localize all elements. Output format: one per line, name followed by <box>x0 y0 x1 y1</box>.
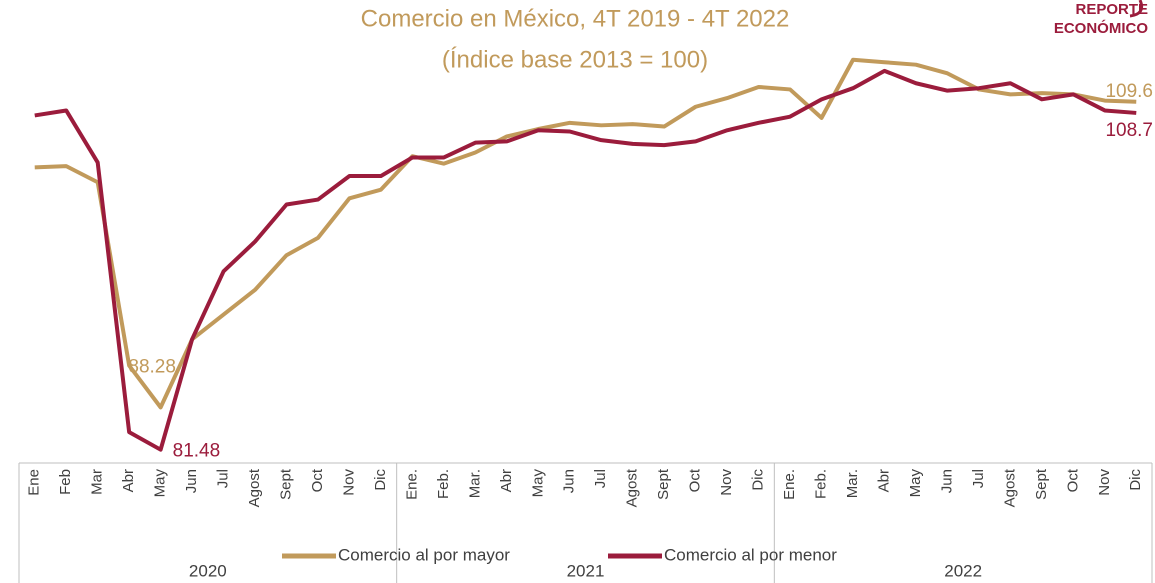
group-label: 2020 <box>189 561 227 580</box>
x-tick-label: Mar. <box>466 469 483 498</box>
x-tick-label: Feb. <box>813 469 830 499</box>
x-tick-label: Abr <box>875 469 892 492</box>
series-line <box>34 57 1137 410</box>
series-line <box>34 68 1137 452</box>
x-tick-label: Jul <box>970 469 987 488</box>
chart-title: Comercio en México, 4T 2019 - 4T 2022 <box>361 5 790 32</box>
x-tick-label: Mar. <box>844 469 861 498</box>
x-tick-label: Jul <box>215 469 232 488</box>
x-tick-label: Nov <box>718 469 735 496</box>
x-tick-label: Abr <box>120 469 137 492</box>
chart-subtitle: (Índice base 2013 = 100) <box>442 46 708 73</box>
value-label: 109.6 <box>1105 81 1153 102</box>
x-tick-label: Jul <box>592 469 609 488</box>
x-tick-label: Oct <box>309 468 326 492</box>
logo-text: ECONÓMICO <box>1054 19 1149 37</box>
logo-text: REPORTE <box>1075 1 1148 18</box>
x-tick-label: Nov <box>1096 469 1113 496</box>
group-label: 2021 <box>567 561 605 580</box>
x-tick-label: Ene <box>26 469 43 496</box>
x-tick-label: Nov <box>340 469 357 496</box>
value-label: 88.28 <box>128 357 176 378</box>
legend-label: Comercio al por menor <box>664 545 837 564</box>
x-tick-label: Sept <box>1033 468 1050 500</box>
x-tick-label: May <box>529 469 546 498</box>
x-tick-label: Ene. <box>781 469 798 500</box>
x-tick-label: Jun <box>561 469 578 493</box>
x-tick-label: Feb. <box>435 469 452 499</box>
x-tick-label: Jun <box>938 469 955 493</box>
logo-mark <box>1129 0 1144 18</box>
x-tick-label: Oct <box>687 468 704 492</box>
x-tick-label: Jun <box>183 469 200 493</box>
x-tick-label: Ene. <box>403 469 420 500</box>
value-label: 108.7 <box>1105 120 1153 141</box>
x-tick-label: Agost <box>246 468 263 507</box>
x-tick-label: Dic <box>372 469 389 491</box>
x-tick-label: May <box>907 469 924 498</box>
x-tick-label: May <box>152 469 169 498</box>
legend-label: Comercio al por mayor <box>338 545 510 564</box>
x-tick-label: Dic <box>1127 469 1144 491</box>
x-tick-label: Oct <box>1064 468 1081 492</box>
x-tick-label: Agost <box>624 468 641 507</box>
x-tick-label: Sept <box>277 468 294 500</box>
x-tick-label: Abr <box>498 469 515 492</box>
value-label: 81.48 <box>173 441 221 462</box>
x-tick-label: Mar <box>89 469 106 495</box>
x-tick-label: Feb <box>57 469 74 495</box>
x-tick-label: Sept <box>655 468 672 500</box>
group-label: 2022 <box>944 561 982 580</box>
x-tick-label: Dic <box>750 469 767 491</box>
x-tick-label: Agost <box>1001 468 1018 507</box>
